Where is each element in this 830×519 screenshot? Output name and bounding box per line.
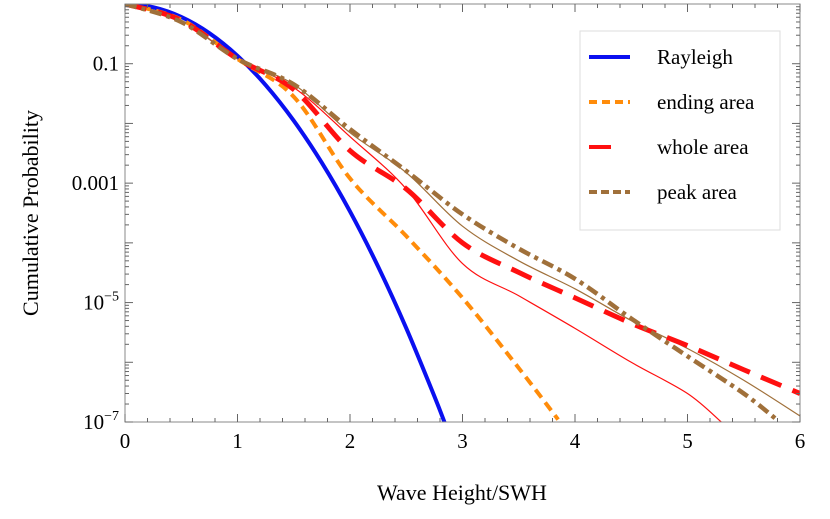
x-tick-label: 6 (795, 429, 806, 453)
x-tick-label: 0 (120, 429, 131, 453)
legend-label: Rayleigh (657, 45, 733, 69)
y-tick-base: 0.001 (72, 171, 119, 195)
x-tick-label: 2 (345, 429, 356, 453)
y-tick-exponent: −7 (104, 409, 119, 424)
x-tick-label: 5 (682, 429, 693, 453)
series-line-ending-area (125, 4, 560, 421)
legend: Rayleigh ending area whole area peak area (579, 30, 781, 231)
x-tick-label: 1 (232, 429, 243, 453)
plot-marks (125, 4, 800, 422)
legend-box (579, 30, 781, 231)
legend-label: peak area (657, 180, 738, 204)
series-line-rayleigh (125, 4, 447, 422)
legend-label: whole area (657, 135, 749, 159)
y-tick-base: 10 (83, 291, 104, 315)
y-tick-base: 10 (83, 410, 104, 434)
y-tick-exponent: −5 (104, 290, 119, 305)
x-tick-label: 3 (457, 429, 468, 453)
series-line-fit-5 (125, 4, 800, 417)
y-tick-label: 0.001 (72, 171, 119, 195)
x-axis-label: Wave Height/SWH (377, 480, 547, 505)
y-tick-base: 0.1 (93, 52, 119, 76)
series-line-peak-area (125, 4, 779, 422)
legend-label: ending area (657, 90, 755, 114)
series-line-whole-area (125, 4, 800, 396)
y-tick-label: 10−7 (83, 409, 119, 434)
y-tick-label: 10−5 (83, 290, 119, 315)
x-tick-label: 4 (570, 429, 581, 453)
y-axis-label: Cumulative Probability (18, 110, 43, 316)
y-tick-label: 0.1 (93, 52, 119, 76)
